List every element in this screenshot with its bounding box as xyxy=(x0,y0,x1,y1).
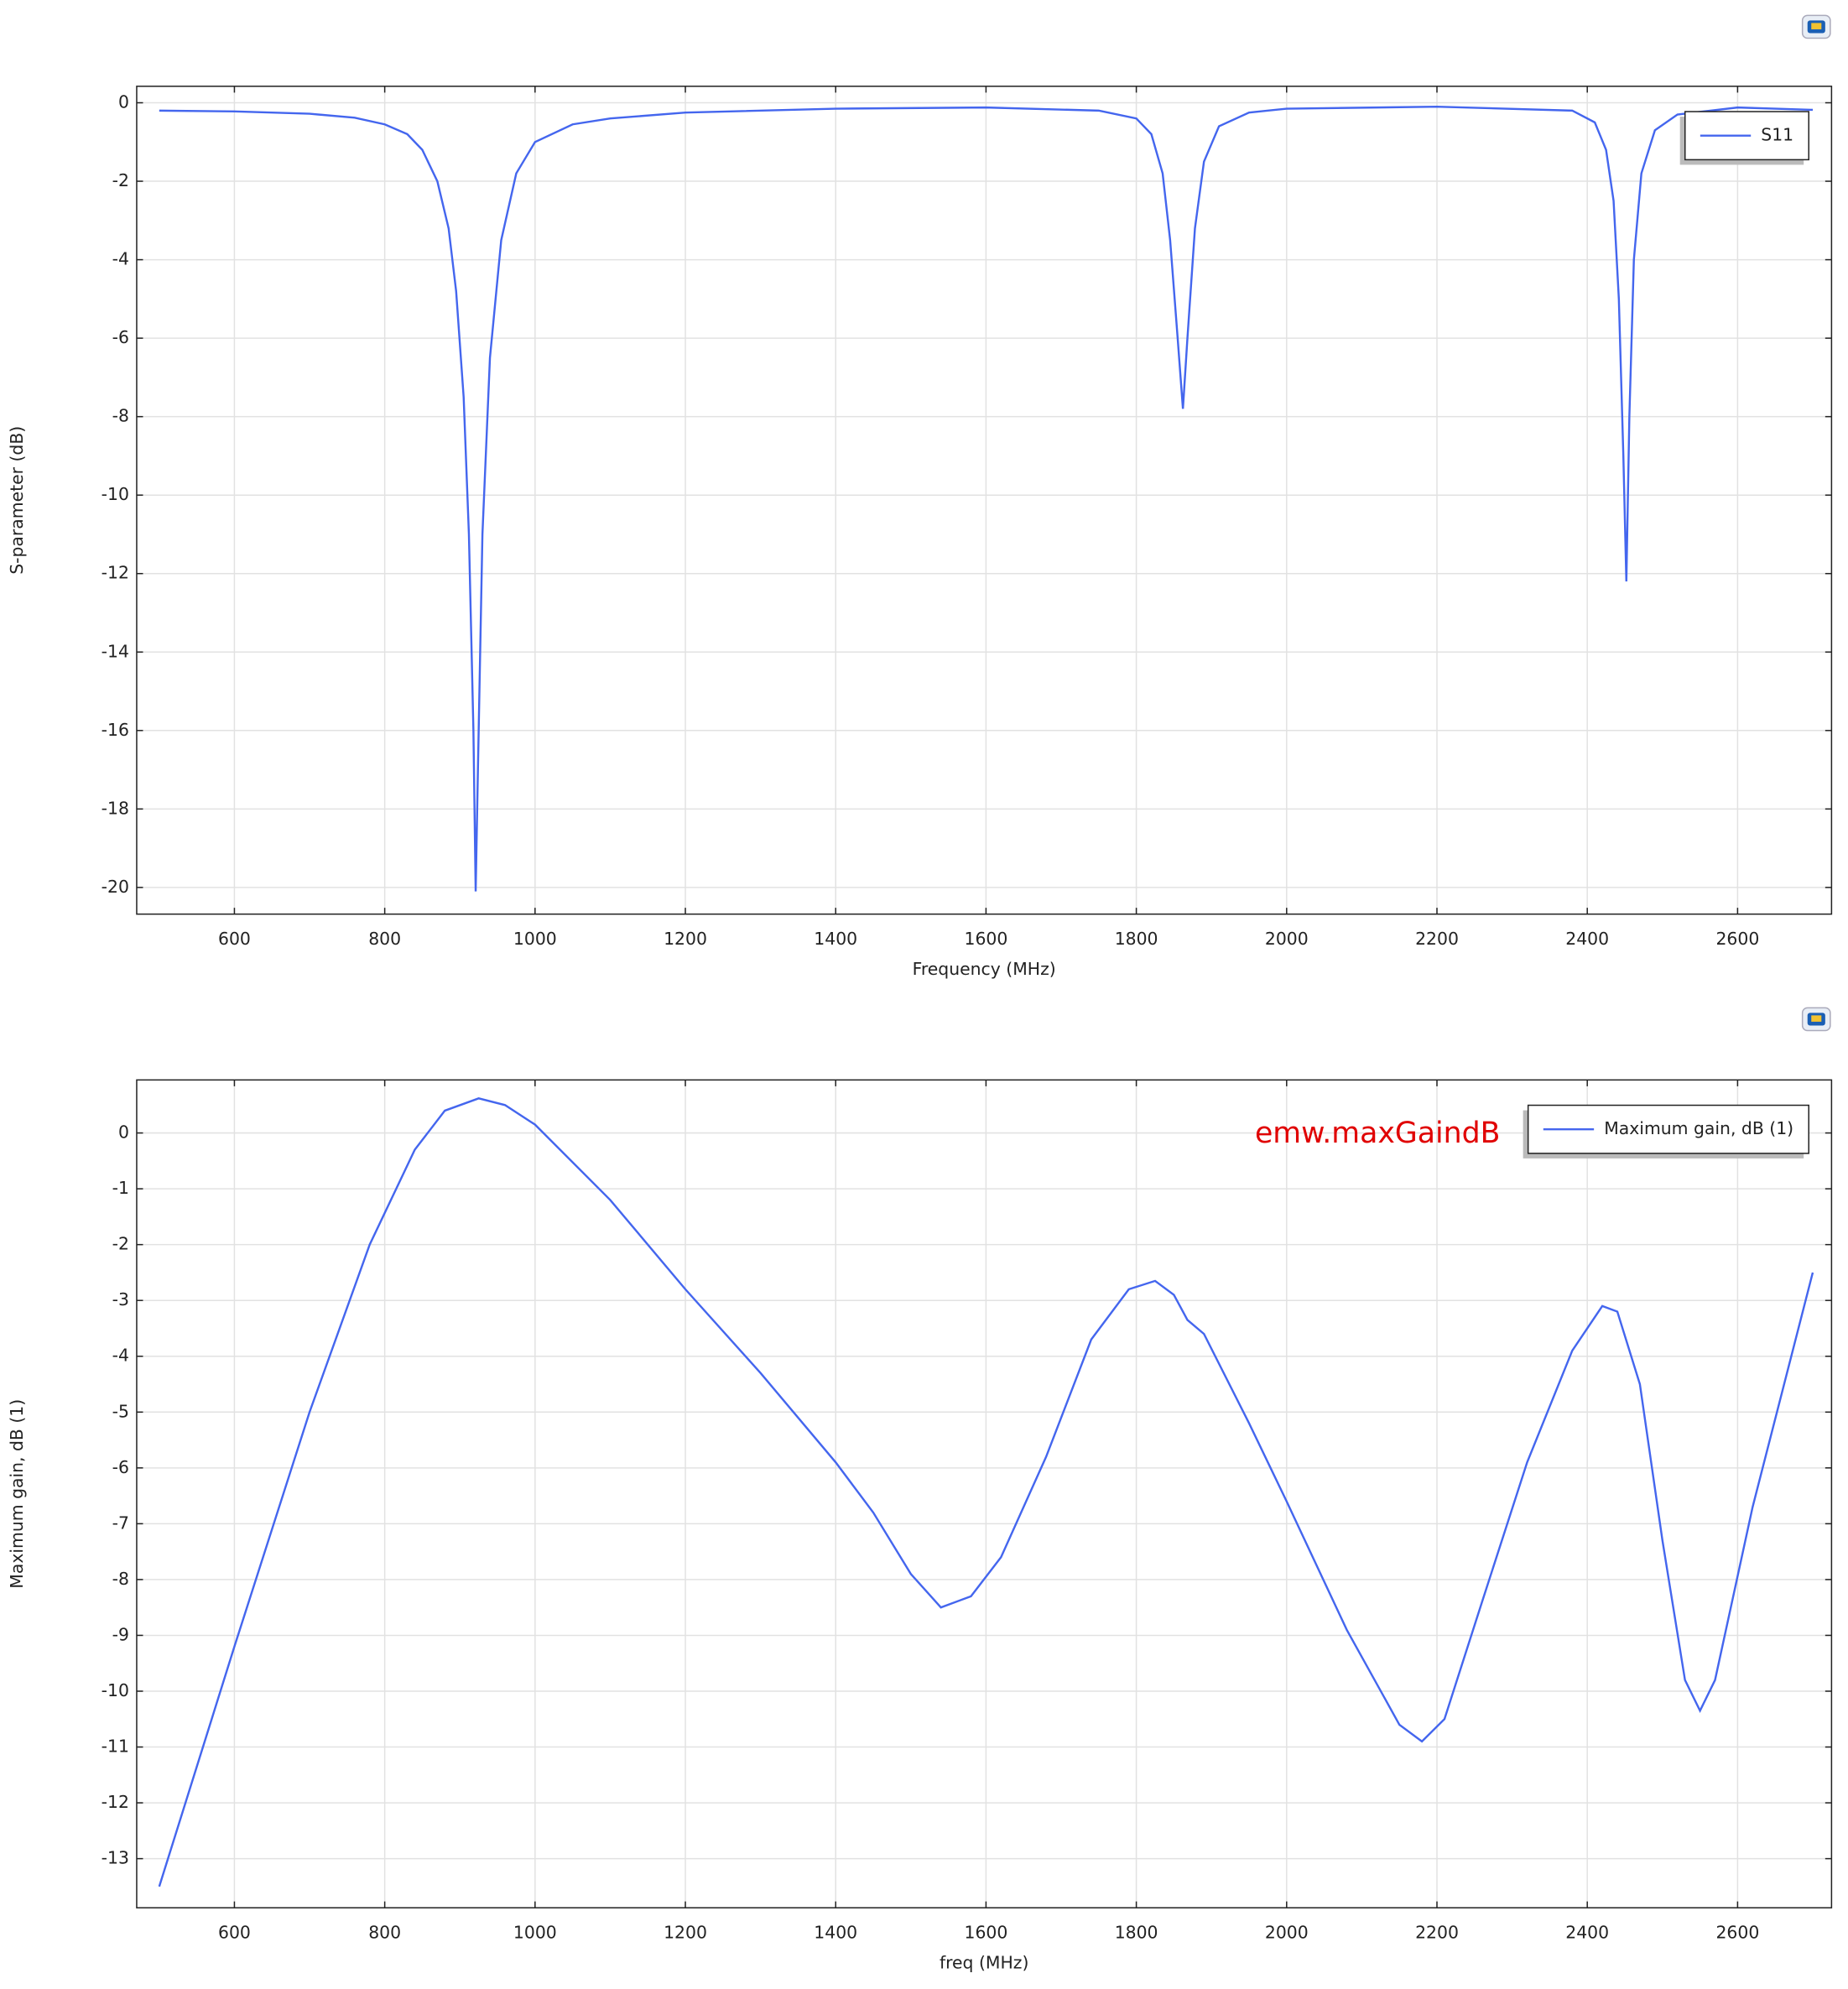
y-tick-label: -10 xyxy=(102,484,129,504)
y-tick-label: -6 xyxy=(112,1457,129,1477)
y-axis-label: Maximum gain, dB (1) xyxy=(7,1399,27,1589)
data-line xyxy=(158,1097,1814,1887)
y-tick-label: -10 xyxy=(102,1680,129,1700)
toolbar-icon[interactable] xyxy=(1801,14,1831,39)
x-tick-label: 1800 xyxy=(1115,1922,1158,1942)
x-tick-label: 1600 xyxy=(964,1922,1007,1942)
chart: 600 800 1000 1200 1400 1600 1800 2000 2200 2400 26… xyxy=(7,1079,1833,1973)
legend: S11 xyxy=(1679,111,1809,165)
x-tick-label: 1000 xyxy=(513,929,557,949)
x-tick-label: 1800 xyxy=(1115,929,1158,949)
y-tick-label: -18 xyxy=(102,798,129,818)
legend-label: Maximum gain, dB (1) xyxy=(1604,1118,1793,1138)
y-tick-label: -6 xyxy=(112,327,129,347)
y-tick-label: -12 xyxy=(102,1792,129,1812)
x-tick-label: 2400 xyxy=(1565,1922,1609,1942)
legend: Maximum gain, dB (1) xyxy=(1523,1104,1809,1159)
x-tick-label: 2600 xyxy=(1715,929,1759,949)
x-tick-label: 1000 xyxy=(513,1922,557,1942)
x-tick-label: 2200 xyxy=(1415,929,1459,949)
y-tick-label: 0 xyxy=(118,1122,129,1143)
y-tick-label: -9 xyxy=(112,1624,129,1644)
y-tick-label: -8 xyxy=(112,406,129,426)
x-tick-label: 2000 xyxy=(1265,1922,1309,1942)
y-tick-label: -20 xyxy=(102,877,129,897)
x-tick-label: 2600 xyxy=(1715,1922,1759,1942)
y-tick-label: -3 xyxy=(112,1289,129,1310)
x-axis-label: freq (MHz) xyxy=(940,1953,1028,1973)
chart: 600 800 1000 1200 1400 1600 1800 2000 2200 2400 26… xyxy=(7,86,1833,979)
x-tick-label: 1200 xyxy=(664,929,707,949)
x-tick-label: 1200 xyxy=(664,1922,707,1942)
y-tick-label: 0 xyxy=(118,92,129,112)
plot-frame xyxy=(136,86,1833,915)
toolbar-icon[interactable] xyxy=(1801,1007,1831,1032)
x-tick-label: 600 xyxy=(218,929,251,949)
x-tick-label: 1600 xyxy=(964,929,1007,949)
x-tick-label: 800 xyxy=(368,1922,401,1942)
plot-frame xyxy=(136,1079,1833,1908)
annotation: emw.maxGaindB xyxy=(1255,1117,1501,1150)
x-tick-label: 2200 xyxy=(1415,1922,1459,1942)
data-line xyxy=(159,105,1814,892)
y-tick-label: -4 xyxy=(112,1346,129,1366)
y-tick-label: -12 xyxy=(102,563,129,583)
x-tick-label: 2400 xyxy=(1565,929,1609,949)
icon-inner xyxy=(1811,23,1822,29)
y-tick-label: -8 xyxy=(112,1569,129,1589)
y-tick-label: -1 xyxy=(112,1178,129,1198)
y-tick-label: -7 xyxy=(112,1513,129,1533)
x-tick-label: 2000 xyxy=(1265,929,1309,949)
x-tick-label: 1400 xyxy=(814,1922,857,1942)
y-tick-label: -5 xyxy=(112,1401,129,1421)
y-axis-label: S-parameter (dB) xyxy=(7,426,27,575)
y-tick-label: -2 xyxy=(112,1234,129,1254)
y-tick-label: -16 xyxy=(102,720,129,740)
y-tick-label: -14 xyxy=(102,641,129,661)
y-tick-label: -13 xyxy=(102,1848,129,1868)
x-axis-label: Frequency (MHz) xyxy=(913,959,1056,979)
x-tick-label: 800 xyxy=(368,929,401,949)
icon-inner xyxy=(1811,1015,1822,1022)
x-tick-label: 1400 xyxy=(814,929,857,949)
y-tick-label: -4 xyxy=(112,249,129,269)
x-tick-label: 600 xyxy=(218,1922,251,1942)
y-tick-label: -11 xyxy=(102,1736,129,1757)
y-tick-label: -2 xyxy=(112,170,129,190)
legend-label: S11 xyxy=(1761,125,1793,145)
